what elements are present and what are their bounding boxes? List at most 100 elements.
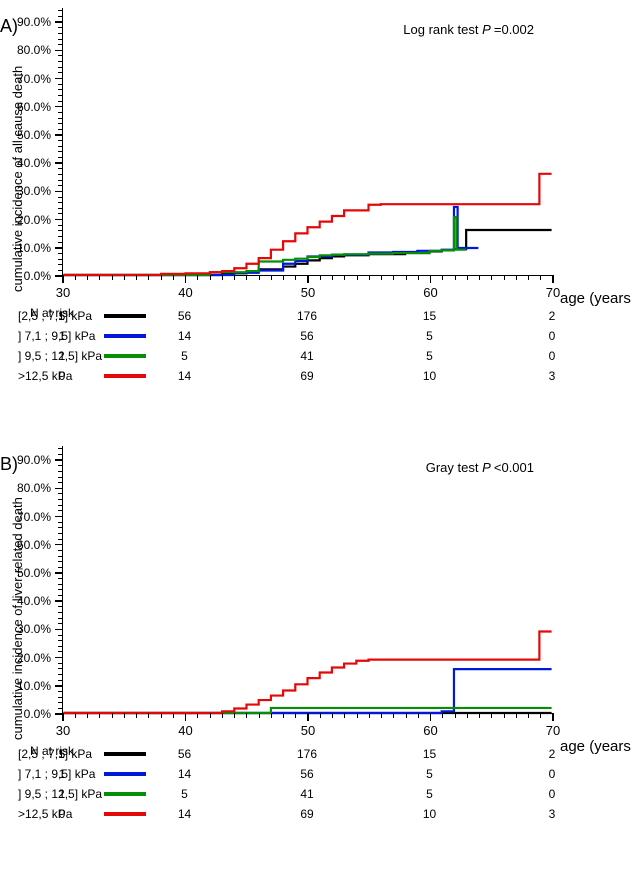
- risk-value: 5: [181, 787, 188, 801]
- x-minor-tick: [516, 713, 517, 718]
- y-minor-tick: [58, 208, 63, 209]
- x-minor-tick: [467, 275, 468, 280]
- y-minor-tick: [58, 493, 63, 494]
- y-minor-tick: [58, 668, 63, 669]
- y-minor-tick: [58, 691, 63, 692]
- x-minor-tick: [210, 713, 211, 718]
- x-tick: [430, 713, 432, 721]
- x-minor-tick: [369, 713, 370, 718]
- risk-value: 5: [181, 349, 188, 363]
- panel-a-plot: Log rank test P =0.002 0.0%10.0%20.0%30.…: [62, 8, 552, 276]
- risk-value: 1: [59, 767, 66, 781]
- y-tick: [55, 572, 63, 574]
- risk-value: 5: [59, 309, 66, 323]
- risk-value: 1: [59, 787, 66, 801]
- y-tick: [55, 657, 63, 659]
- y-tick-label: 70.0%: [17, 72, 51, 86]
- x-minor-tick: [246, 275, 247, 280]
- y-tick: [55, 516, 63, 518]
- y-minor-tick: [58, 84, 63, 85]
- y-tick-label: 60.0%: [17, 100, 51, 114]
- y-minor-tick: [58, 213, 63, 214]
- y-minor-tick: [58, 556, 63, 557]
- panel-a-x-title: age (years: [560, 290, 631, 307]
- x-tick-label: 70: [546, 285, 560, 300]
- y-tick-label: 50.0%: [17, 566, 51, 580]
- x-minor-tick: [99, 275, 100, 280]
- x-minor-tick: [148, 275, 149, 280]
- x-tick-label: 50: [301, 723, 315, 738]
- x-minor-tick: [344, 713, 345, 718]
- risk-value: 15: [423, 747, 436, 761]
- x-minor-tick: [87, 275, 88, 280]
- x-minor-tick: [406, 275, 407, 280]
- y-tick-label: 20.0%: [17, 651, 51, 665]
- risk-value: 2: [549, 309, 556, 323]
- y-tick: [55, 544, 63, 546]
- x-minor-tick: [357, 275, 358, 280]
- x-minor-tick: [332, 713, 333, 718]
- y-minor-tick: [58, 454, 63, 455]
- x-minor-tick: [516, 275, 517, 280]
- x-minor-tick: [369, 275, 370, 280]
- risk-row-g2: ] 7,1 ; 9,5] kPa1145650: [18, 764, 628, 784]
- x-minor-tick: [173, 713, 174, 718]
- risk-row-g1: [2,5 ; 7,1] kPa556176152: [18, 744, 628, 764]
- x-minor-tick: [161, 275, 162, 280]
- y-minor-tick: [58, 697, 63, 698]
- panel-a-lines: [63, 8, 552, 275]
- y-minor-tick: [58, 606, 63, 607]
- x-minor-tick: [504, 713, 505, 718]
- y-tick: [55, 106, 63, 108]
- legend-swatch-g1: [104, 752, 146, 756]
- y-tick-label: 90.0%: [17, 15, 51, 29]
- x-minor-tick: [442, 713, 443, 718]
- y-tick: [55, 247, 63, 249]
- y-minor-tick: [58, 151, 63, 152]
- y-tick: [55, 191, 63, 193]
- x-tick-label: 70: [546, 723, 560, 738]
- legend-swatch-g1: [104, 314, 146, 318]
- x-tick: [430, 275, 432, 283]
- risk-value: 56: [300, 767, 313, 781]
- risk-value: 0: [549, 787, 556, 801]
- x-minor-tick: [234, 713, 235, 718]
- y-tick-label: 50.0%: [17, 128, 51, 142]
- risk-row-g4: >12,5 kPa01469103: [18, 804, 628, 824]
- x-minor-tick: [75, 275, 76, 280]
- risk-values: 1145650: [152, 326, 628, 346]
- y-minor-tick: [58, 702, 63, 703]
- y-minor-tick: [58, 471, 63, 472]
- x-tick-label: 30: [56, 285, 70, 300]
- y-tick: [55, 459, 63, 461]
- x-tick-label: 50: [301, 285, 315, 300]
- y-minor-tick: [58, 589, 63, 590]
- x-minor-tick: [136, 275, 137, 280]
- x-minor-tick: [87, 713, 88, 718]
- y-minor-tick: [58, 157, 63, 158]
- x-minor-tick: [112, 275, 113, 280]
- risk-value: 5: [59, 747, 66, 761]
- y-minor-tick: [58, 95, 63, 96]
- panel-b-y-title: cumulative incidence of liver-related de…: [10, 726, 25, 740]
- x-tick-label: 60: [423, 723, 437, 738]
- y-tick: [55, 50, 63, 52]
- panel-a-label: A): [0, 16, 18, 37]
- x-minor-tick: [491, 275, 492, 280]
- y-minor-tick: [58, 505, 63, 506]
- x-minor-tick: [197, 713, 198, 718]
- risk-value: 14: [178, 369, 191, 383]
- x-minor-tick: [271, 713, 272, 718]
- y-minor-tick: [58, 39, 63, 40]
- y-tick-label: 30.0%: [17, 622, 51, 636]
- y-minor-tick: [58, 129, 63, 130]
- panel-b-lines: [63, 446, 552, 713]
- y-minor-tick: [58, 236, 63, 237]
- y-tick-label: 80.0%: [17, 43, 51, 57]
- y-tick-label: 30.0%: [17, 184, 51, 198]
- risk-value: 2: [549, 747, 556, 761]
- x-tick-label: 40: [178, 285, 192, 300]
- y-minor-tick: [58, 118, 63, 119]
- y-minor-tick: [58, 663, 63, 664]
- panel-b-plot: Gray test P <0.001 0.0%10.0%20.0%30.0%40…: [62, 446, 552, 714]
